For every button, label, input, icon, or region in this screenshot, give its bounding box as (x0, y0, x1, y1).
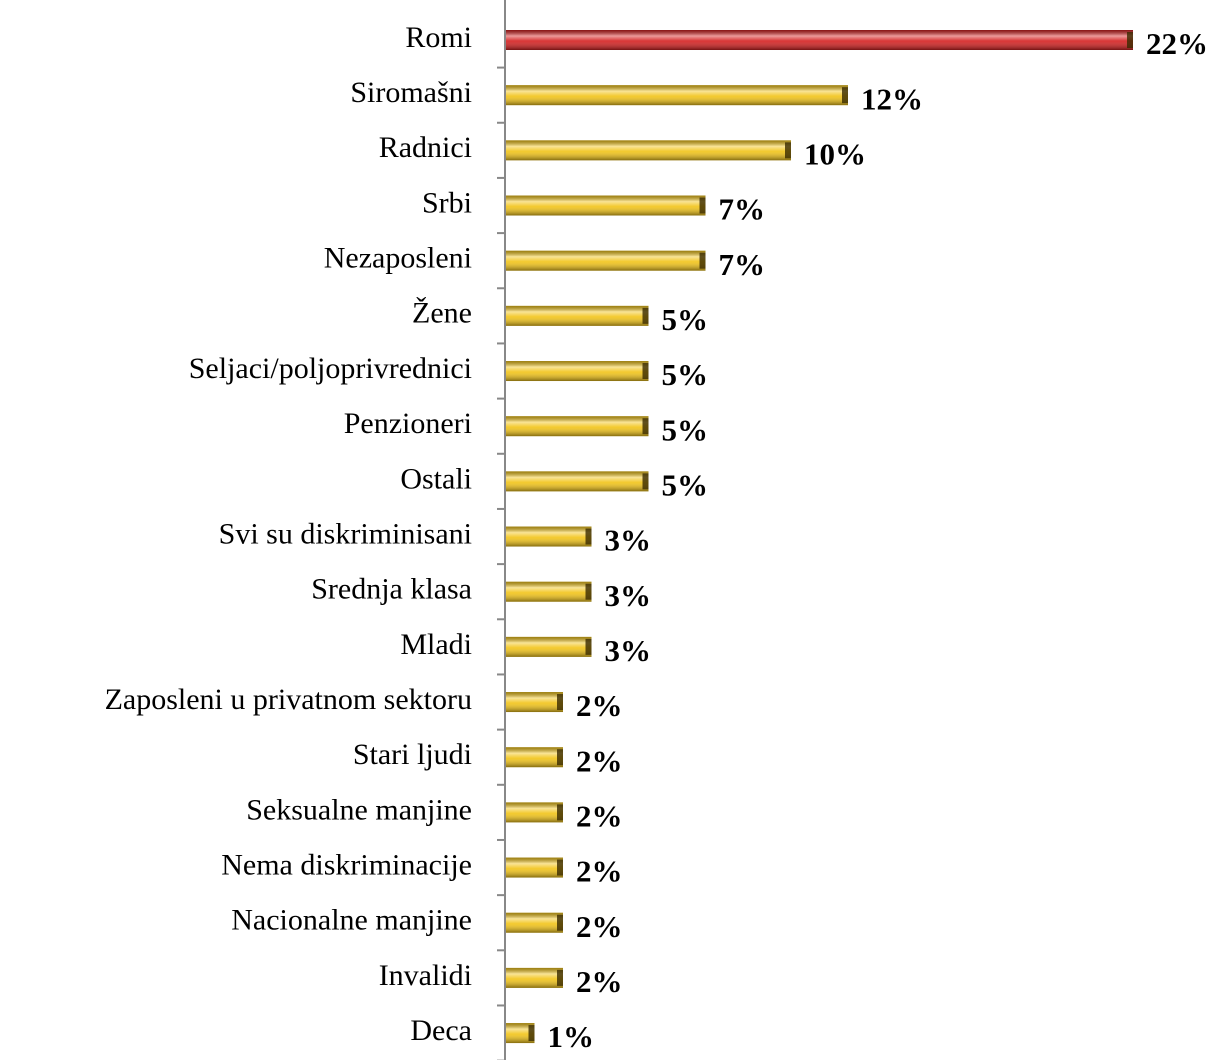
value-label: 1% (548, 1019, 595, 1054)
category-label: Radnici (379, 131, 472, 164)
bar-shine (506, 361, 649, 382)
bar-cap (1127, 32, 1133, 48)
bar-shine (506, 305, 649, 326)
value-label: 5% (662, 412, 709, 447)
bar-shine (506, 140, 791, 161)
category-label: Zaposleni u privatnom sektoru (105, 683, 472, 716)
bar-cap (642, 307, 649, 324)
value-label: 2% (576, 688, 623, 723)
value-label: 10% (804, 136, 866, 171)
category-label: Romi (405, 21, 472, 54)
bar-shine (506, 250, 706, 271)
bar-cap (557, 969, 563, 986)
category-label: Mladi (400, 628, 472, 661)
category-label: Nacionalne manjine (231, 904, 472, 937)
value-label: 5% (662, 302, 709, 337)
value-label: 5% (662, 357, 709, 392)
bar-shine (506, 85, 848, 106)
bar-cap (642, 418, 649, 435)
bar-cap (785, 142, 791, 159)
value-label: 22% (1146, 26, 1208, 61)
bar-shine (506, 471, 649, 492)
bar-shine (506, 636, 592, 657)
category-label: Ostali (400, 462, 472, 495)
bar-shine (506, 1023, 535, 1044)
category-label: Siromašni (350, 76, 472, 109)
bar-cap (642, 363, 649, 380)
bar-cap (642, 473, 649, 490)
value-label: 2% (576, 964, 623, 999)
bar-shine (506, 416, 649, 437)
bar-shine (506, 912, 563, 933)
bar-cap (557, 859, 563, 876)
category-label: Srednja klasa (311, 573, 472, 606)
category-label: Invalidi (379, 959, 472, 992)
bar-cap (842, 87, 848, 104)
value-label: 7% (719, 247, 766, 282)
category-label: Nema diskriminacije (221, 848, 472, 881)
bar-cap (585, 528, 592, 545)
value-label: 7% (719, 192, 766, 227)
value-label: 12% (861, 81, 923, 116)
value-label: 3% (605, 523, 652, 558)
category-label: Stari ljudi (353, 738, 472, 771)
category-label: Penzioneri (344, 407, 472, 440)
category-label: Svi su diskriminisani (219, 517, 472, 550)
category-label: Deca (410, 1014, 472, 1047)
bar-cap (585, 583, 592, 600)
value-label: 3% (605, 578, 652, 613)
value-label: 3% (605, 633, 652, 668)
bar-cap (557, 694, 563, 711)
bar-shine (506, 802, 563, 823)
category-label: Seksualne manjine (246, 793, 472, 826)
bar-shine (506, 967, 563, 988)
bar-cap (557, 749, 563, 766)
value-label: 5% (662, 467, 709, 502)
bar-shine (506, 747, 563, 768)
bar-cap (557, 804, 563, 821)
bar-cap (557, 914, 563, 931)
bar-shine (506, 581, 592, 602)
value-label: 2% (576, 854, 623, 889)
bar-shine (506, 195, 706, 216)
bar-cap (699, 197, 706, 214)
value-label: 2% (576, 909, 623, 944)
bar-cap (585, 638, 592, 655)
bar-cap (699, 252, 706, 269)
category-label: Srbi (422, 186, 472, 219)
bar-shine (506, 526, 592, 547)
bar-shine (506, 692, 563, 713)
value-label: 2% (576, 743, 623, 778)
category-label: Žene (412, 297, 472, 330)
category-label: Nezaposleni (324, 242, 472, 275)
value-label: 2% (576, 798, 623, 833)
bar-cap (528, 1025, 535, 1042)
bar-shine (506, 857, 563, 878)
category-label: Seljaci/poljoprivrednici (189, 352, 472, 385)
bar-shine (506, 30, 1133, 50)
